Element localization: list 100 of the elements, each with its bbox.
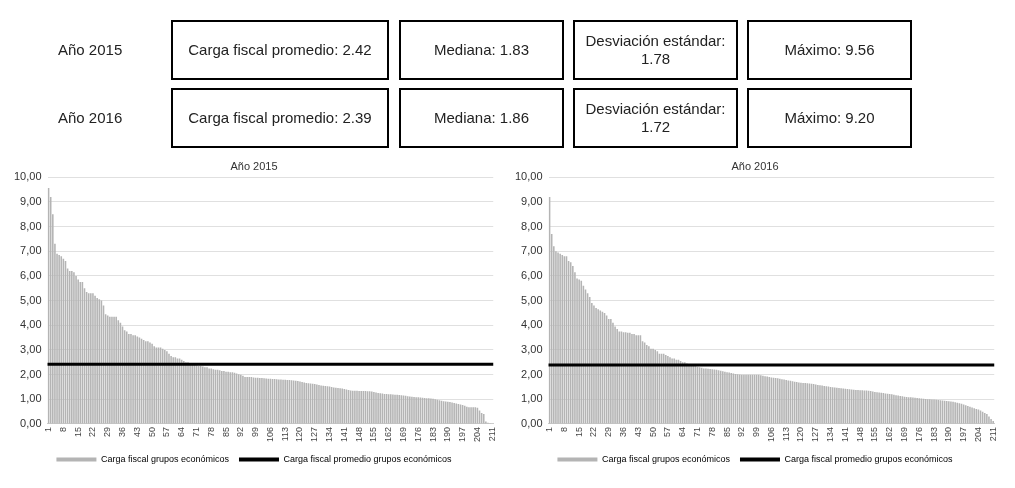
text: Carga fiscal promedio: 2.39 bbox=[171, 88, 389, 148]
x-tick-label: 197 bbox=[958, 426, 969, 443]
x-tick-label: 106 bbox=[765, 426, 776, 443]
x-tick-label: 85 bbox=[220, 426, 231, 437]
y-tick-label: 1,00 bbox=[521, 392, 543, 405]
text: Desviación estándar: 1.72 bbox=[573, 88, 738, 148]
x-tick-label: 155 bbox=[869, 426, 880, 443]
y-tick-label: 3,00 bbox=[521, 342, 543, 355]
x-tick-label: 190 bbox=[943, 426, 954, 443]
x-tick-label: 211 bbox=[486, 426, 497, 442]
x-tick-label: 190 bbox=[442, 426, 453, 443]
x-tick-label: 64 bbox=[677, 426, 688, 437]
y-tick-label: 9,00 bbox=[521, 194, 543, 207]
x-tick-label: 50 bbox=[146, 426, 157, 437]
y-tick-label: 2,00 bbox=[521, 367, 543, 380]
legend-label: Carga fiscal grupos económicos bbox=[601, 453, 731, 464]
x-tick-label: 99 bbox=[250, 426, 261, 437]
x-tick-label: 92 bbox=[736, 426, 747, 437]
x-tick-label: 148 bbox=[353, 426, 364, 443]
legend-label: Carga fiscal grupos económicos bbox=[100, 453, 230, 464]
text: Mediana: 1.86 bbox=[399, 88, 564, 148]
chart-title: Año 2015 bbox=[230, 159, 278, 172]
text: Año 2015 bbox=[57, 40, 124, 60]
x-tick-label: 176 bbox=[412, 426, 423, 443]
x-tick-label: 204 bbox=[471, 426, 482, 443]
x-tick-label: 141 bbox=[338, 426, 349, 443]
y-tick-label: 0,00 bbox=[20, 417, 42, 430]
x-tick-label: 64 bbox=[176, 426, 187, 437]
y-tick-label: 7,00 bbox=[521, 244, 543, 257]
x-tick-label: 22 bbox=[588, 426, 599, 437]
y-tick-label: 10,00 bbox=[14, 170, 42, 183]
x-tick-label: 204 bbox=[972, 426, 983, 443]
y-tick-label: 5,00 bbox=[20, 293, 42, 306]
x-tick-label: 43 bbox=[632, 426, 643, 437]
x-tick-label: 1 bbox=[544, 426, 555, 432]
x-tick-label: 8 bbox=[57, 426, 68, 432]
x-tick-label: 113 bbox=[279, 426, 290, 442]
x-tick-label: 183 bbox=[427, 426, 438, 443]
y-tick-label: 9,00 bbox=[20, 194, 42, 207]
y-tick-label: 4,00 bbox=[521, 318, 543, 331]
x-tick-label: 169 bbox=[397, 426, 408, 443]
x-tick-label: 120 bbox=[795, 426, 806, 443]
x-tick-label: 113 bbox=[780, 426, 791, 442]
x-tick-label: 92 bbox=[235, 426, 246, 437]
text: Desviación estándar: 1.78 bbox=[573, 20, 738, 80]
x-tick-label: 57 bbox=[662, 426, 673, 437]
x-tick-label: 43 bbox=[131, 426, 142, 437]
x-tick-label: 78 bbox=[205, 426, 216, 437]
y-tick-label: 8,00 bbox=[521, 219, 543, 232]
y-tick-label: 2,00 bbox=[20, 367, 42, 380]
y-tick-label: 7,00 bbox=[20, 244, 42, 257]
x-tick-label: 106 bbox=[264, 426, 275, 443]
x-tick-label: 57 bbox=[161, 426, 172, 437]
x-tick-label: 127 bbox=[810, 426, 821, 443]
x-tick-label: 183 bbox=[928, 426, 939, 443]
legend-label: Carga fiscal promedio grupos económicos bbox=[283, 453, 453, 464]
chart-title: Año 2016 bbox=[731, 159, 779, 172]
legend-label: Carga fiscal promedio grupos económicos bbox=[784, 453, 954, 464]
text: Año 2016 bbox=[57, 108, 124, 128]
y-tick-label: 4,00 bbox=[20, 318, 42, 331]
y-tick-label: 5,00 bbox=[521, 293, 543, 306]
y-tick-label: 10,00 bbox=[515, 170, 543, 183]
x-tick-label: 211 bbox=[987, 426, 998, 442]
x-tick-label: 36 bbox=[618, 426, 628, 437]
x-tick-label: 162 bbox=[383, 426, 394, 443]
x-tick-label: 15 bbox=[72, 426, 83, 437]
x-tick-label: 169 bbox=[898, 426, 909, 443]
y-tick-label: 0,00 bbox=[521, 417, 543, 430]
x-tick-label: 36 bbox=[117, 426, 127, 437]
x-tick-label: 8 bbox=[558, 426, 569, 432]
text: Máximo: 9.20 bbox=[747, 88, 912, 148]
x-tick-label: 85 bbox=[721, 426, 732, 437]
y-tick-label: 1,00 bbox=[20, 392, 42, 405]
x-tick-label: 127 bbox=[309, 426, 320, 443]
text: Carga fiscal promedio: 2.42 bbox=[171, 20, 389, 80]
x-tick-label: 29 bbox=[603, 426, 614, 437]
x-tick-label: 176 bbox=[913, 426, 924, 443]
x-tick-label: 148 bbox=[854, 426, 865, 443]
x-tick-label: 134 bbox=[324, 426, 335, 443]
x-tick-label: 155 bbox=[368, 426, 379, 443]
x-tick-label: 50 bbox=[647, 426, 658, 437]
x-tick-label: 71 bbox=[691, 426, 702, 437]
x-tick-label: 162 bbox=[884, 426, 895, 443]
y-tick-label: 3,00 bbox=[20, 342, 42, 355]
x-tick-label: 120 bbox=[294, 426, 305, 443]
x-tick-label: 29 bbox=[102, 426, 113, 437]
x-tick-label: 78 bbox=[706, 426, 717, 437]
x-tick-label: 141 bbox=[839, 426, 850, 443]
y-tick-label: 6,00 bbox=[521, 268, 543, 281]
x-tick-label: 197 bbox=[457, 426, 468, 443]
x-tick-label: 99 bbox=[751, 426, 762, 437]
y-tick-label: 8,00 bbox=[20, 219, 42, 232]
x-tick-label: 15 bbox=[573, 426, 584, 437]
x-tick-label: 71 bbox=[190, 426, 201, 437]
x-tick-label: 22 bbox=[87, 426, 98, 437]
text: Máximo: 9.56 bbox=[747, 20, 912, 80]
x-tick-label: 1 bbox=[43, 426, 54, 432]
x-tick-label: 134 bbox=[825, 426, 836, 443]
text: Mediana: 1.83 bbox=[399, 20, 564, 80]
y-tick-label: 6,00 bbox=[20, 268, 42, 281]
